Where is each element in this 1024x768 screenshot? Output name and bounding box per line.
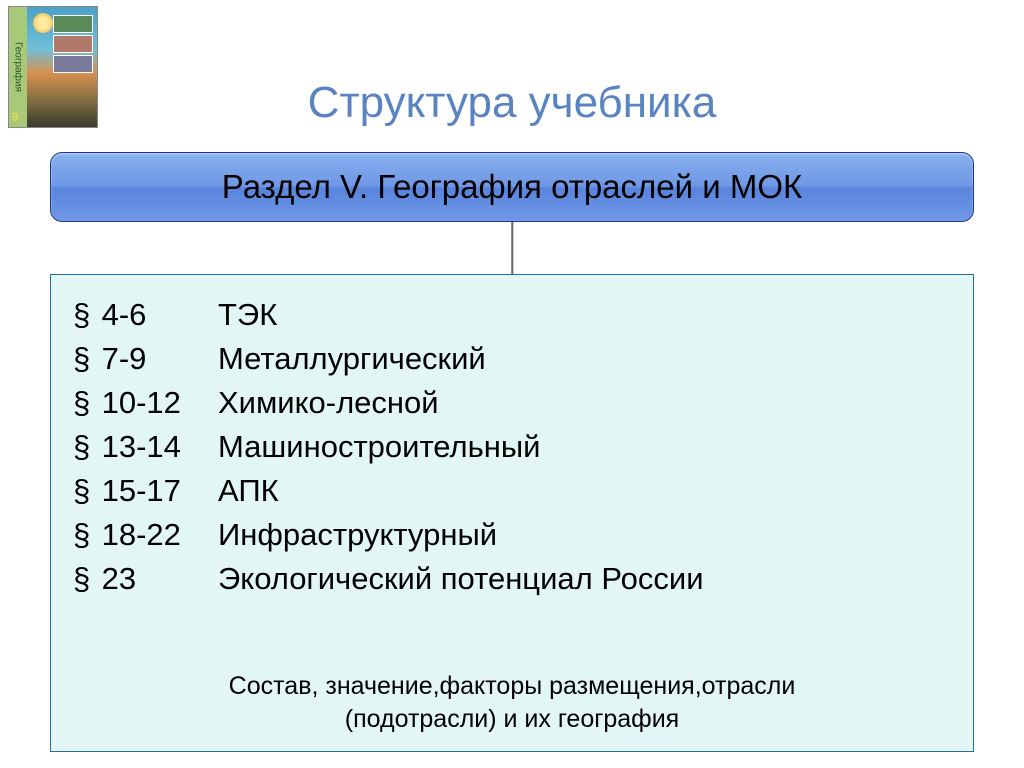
toc-label: Металлургический	[218, 337, 486, 381]
toc-label: ТЭК	[218, 293, 277, 337]
toc-range: 13-14	[93, 425, 218, 469]
toc-range: 18-22	[93, 513, 218, 557]
toc-item: § 4-6ТЭК	[73, 293, 951, 337]
toc-label: Экологический потенциал России	[218, 557, 704, 601]
section-symbol: §	[73, 293, 93, 337]
toc-item: § 18-22Инфраструктурный	[73, 513, 951, 557]
content-box: § 4-6ТЭК§ 7-9Металлургический§ 10-12Хими…	[50, 274, 974, 752]
toc-range: 7-9	[93, 337, 218, 381]
footer-caption: Состав, значение,факторы размещения,отра…	[51, 670, 973, 735]
toc-item: § 10-12Химико-лесной	[73, 381, 951, 425]
section-symbol: §	[73, 381, 93, 425]
section-symbol: §	[73, 513, 93, 557]
toc-range: 23	[93, 557, 218, 601]
toc-item: § 7-9Металлургический	[73, 337, 951, 381]
book-thumbnails	[53, 15, 93, 73]
section-symbol: §	[73, 425, 93, 469]
section-symbol: §	[73, 557, 93, 601]
section-header-box: Раздел V. География отраслей и МОК	[50, 152, 974, 222]
toc-label: АПК	[218, 469, 279, 513]
toc-label: Химико-лесной	[218, 381, 439, 425]
toc-item: § 23Экологический потенциал России	[73, 557, 951, 601]
toc-label: Машиностроительный	[218, 425, 540, 469]
toc-label: Инфраструктурный	[218, 513, 497, 557]
book-sun-graphic	[33, 13, 53, 33]
footer-line-2: (подотрасли) и их география	[51, 703, 973, 736]
section-symbol: §	[73, 469, 93, 513]
toc-range: 15-17	[93, 469, 218, 513]
toc-range: 10-12	[93, 381, 218, 425]
section-symbol: §	[73, 337, 93, 381]
section-header-text: Раздел V. География отраслей и МОК	[222, 168, 802, 206]
toc-item: § 15-17АПК	[73, 469, 951, 513]
slide-title: Структура учебника	[0, 78, 1024, 128]
toc-list: § 4-6ТЭК§ 7-9Металлургический§ 10-12Хими…	[73, 293, 951, 601]
connector-line	[511, 222, 513, 274]
toc-range: 4-6	[93, 293, 218, 337]
toc-item: § 13-14Машиностроительный	[73, 425, 951, 469]
footer-line-1: Состав, значение,факторы размещения,отра…	[51, 670, 973, 703]
